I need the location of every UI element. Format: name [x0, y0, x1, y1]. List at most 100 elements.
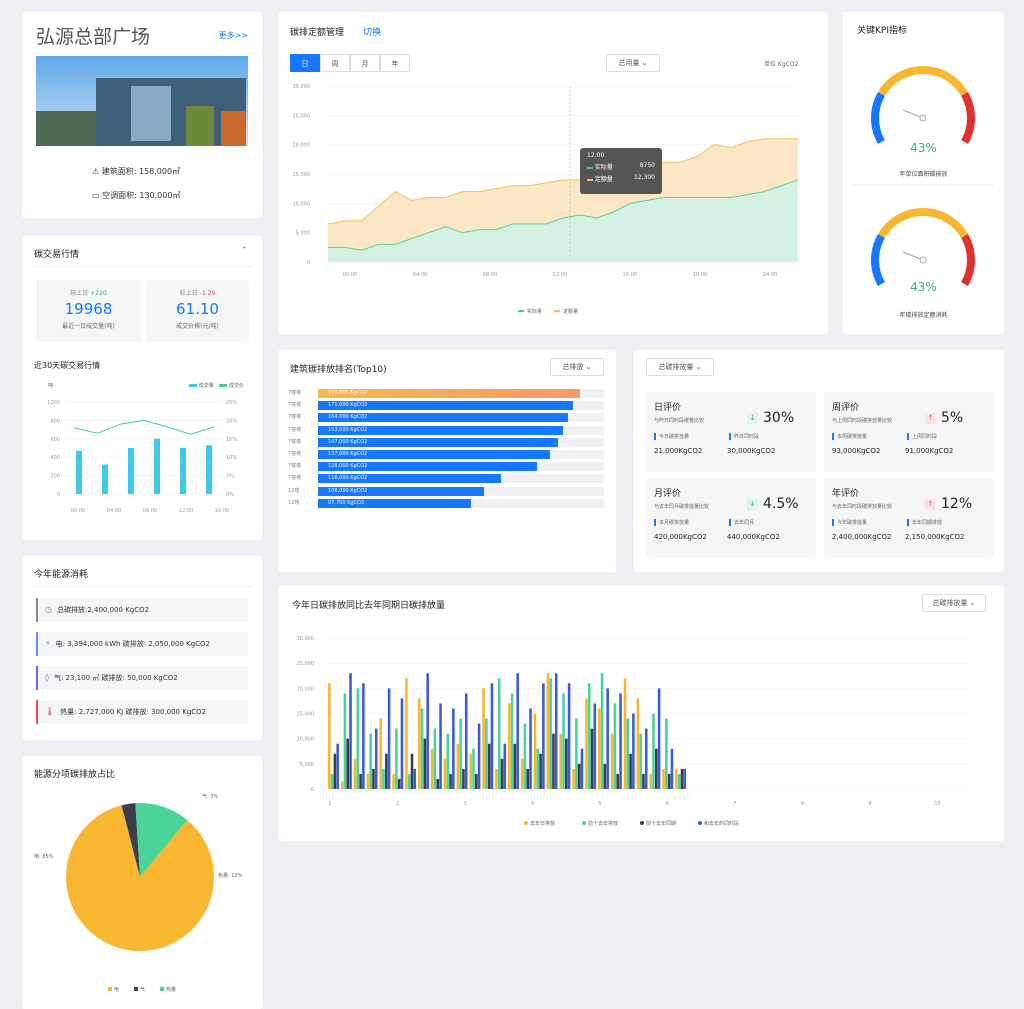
legend-swatch [582, 821, 586, 825]
clock-icon: ◷ [45, 605, 52, 614]
daily-bar [565, 738, 568, 789]
daily-bar [529, 708, 532, 789]
daily-bar [598, 708, 601, 789]
legend-swatch [640, 821, 644, 825]
tab-3[interactable]: 年 [380, 54, 410, 72]
daily-bar [585, 698, 588, 789]
legend-label: 定额量 [563, 308, 578, 315]
rank-label: 12楼 [288, 499, 300, 506]
daily-bar [456, 743, 460, 789]
pie-slice [121, 803, 140, 877]
gauge-pivot [919, 256, 927, 264]
y-tick: 30,000 [293, 84, 311, 90]
tab-2[interactable]: 月 [350, 54, 380, 72]
arrow-up-icon: ↑ [925, 413, 936, 424]
rank-bar: 153,000 KgCO2 [318, 425, 563, 435]
rank-label: 7楼楼 [288, 451, 302, 457]
tab-1[interactable]: 周 [320, 54, 350, 72]
gauge-segment [877, 66, 969, 97]
gauge-segment [877, 208, 969, 239]
x-tick: 5 [598, 801, 601, 807]
daily-bar [520, 758, 524, 789]
eval-select[interactable]: 总碳排放量 ⌄ [646, 358, 714, 376]
rank-label: 7楼楼 [288, 414, 302, 421]
pie-label: 气: 3% [202, 793, 218, 800]
legend-swatch [134, 987, 138, 991]
volume-bar [180, 448, 186, 494]
daily-bar [567, 683, 571, 789]
y-tick: 600 [50, 437, 60, 443]
daily-bar [452, 708, 455, 789]
x-tick: 04:00 [413, 272, 427, 278]
quota-line [327, 138, 798, 225]
daily-bar [600, 673, 604, 789]
daily-bar [487, 743, 491, 789]
daily-chart: 30,000 25,000 20,000 15,000 10,000 5,000 0 1 2 3 4… [297, 636, 968, 827]
gauge-segment [871, 92, 885, 144]
daily-select[interactable]: 总碳排放量 ⌄ [922, 594, 986, 612]
gauge-2 [871, 208, 975, 286]
y-tick: 10,000 [293, 201, 311, 207]
rank-bar: 171,000 KgCO2 [318, 401, 573, 411]
ac-icon: ▭ [92, 191, 103, 200]
energy-row: ⚡ 电: 3,394,000 kWh 碳排放: 2,050,000 KgCO2 [36, 632, 248, 656]
volume-bar [102, 464, 108, 494]
x-tick: 16:00 [623, 272, 637, 278]
daily-bar [554, 673, 558, 789]
daily-bar [395, 728, 398, 789]
daily-bar [606, 688, 609, 789]
tab-0[interactable]: 日 [290, 54, 320, 72]
daily-bar [382, 768, 385, 789]
daily-bar [446, 733, 450, 789]
more-link[interactable]: 更多>> [218, 31, 248, 40]
market-title: 碳交易行情 [34, 250, 80, 260]
daily-bar [536, 748, 540, 789]
price-box: 较上日 -1.29 61.10 成交价格(元/吨) [146, 280, 249, 342]
legend-swatch [518, 310, 524, 312]
rank-select[interactable]: 总排放 ⌄ [550, 358, 604, 376]
y-tick: 25,000 [293, 113, 311, 119]
x-tick: 04:00 [107, 508, 121, 514]
daily-card: 今年日碳排放同比去年同期日碳排放量 总碳排放量 ⌄ 30,000 25,000 20… [278, 586, 1004, 841]
x-tick: 7 [733, 801, 736, 807]
rank-label: 7楼楼 [288, 390, 302, 396]
daily-bar [426, 673, 429, 789]
market-card: 碳交易行情 ⌃ 较上日 +220 19968 最近一日成交量(吨) 较上日 -1… [22, 236, 262, 540]
daily-bar [430, 748, 434, 789]
rank-bar: 108,000 KgCO2 [318, 486, 484, 496]
tooltip: 12:00 实际量 8750 定额量 12,300 [580, 148, 662, 194]
y-tick: 200 [50, 474, 60, 480]
daily-bar [397, 778, 401, 789]
eval-card-2: 月评价 与去年同月碳排放量比较 ↓ 4.5% 本月碳排放量 去年同月 420,00… [646, 478, 816, 558]
switch-link[interactable]: 切换 [363, 28, 382, 38]
usage-select[interactable]: 总用量 ⌄ [606, 54, 660, 72]
y-tick: 0 [307, 260, 310, 266]
x-tick: 12:00 [553, 272, 567, 278]
x-tick: 2 [396, 801, 399, 807]
daily-bar [523, 723, 527, 789]
daily-title: 今年日碳排放同比去年同期日碳排放量 [292, 601, 446, 611]
daily-bar [644, 728, 648, 789]
daily-bar [510, 693, 514, 789]
daily-bar [613, 703, 617, 789]
rank-bar: 164,000 KgCO2 [318, 413, 568, 423]
eval-card-0: 日评价 与昨日同时段碳量比较 ↓ 30% 今日碳排放量 昨日同时段 21,000K… [646, 392, 816, 472]
y-tick: 0 [57, 492, 60, 498]
legend-label: 前十去年排放 [588, 820, 618, 827]
y-tick: 25,000 [297, 661, 315, 667]
trend-legend: 成交量 成交价 [189, 382, 244, 389]
price-line [73, 419, 215, 435]
collapse-icon[interactable]: ⌃ [240, 246, 248, 256]
volume-bar [206, 445, 212, 494]
energy-row: ◊ 气: 23,100 ㎥ 碳排放: 50,000 KgCO2 [36, 666, 248, 690]
y-tick: 15,000 [297, 712, 315, 718]
x-tick: 00:00 [71, 508, 85, 514]
kpi-card: 关键KPI指标 43% 年单位面积碳排放 43% 年碳排放定额消耗 [843, 12, 1004, 334]
energy-row: ◷ 总碳排放:2,400,000 KgCO2 [36, 598, 248, 622]
gauge-1 [871, 66, 975, 144]
carbon-title: 碳排定额管理 [290, 28, 345, 38]
pie-title: 能源分项碳排放占比 [34, 770, 116, 780]
rank-card: 建筑碳排放排名(Top10) 总排放 ⌄ 7楼楼 190,000 KgCO2 7楼楼… [278, 350, 616, 572]
daily-bar [356, 688, 360, 789]
daily-bar [636, 698, 640, 789]
